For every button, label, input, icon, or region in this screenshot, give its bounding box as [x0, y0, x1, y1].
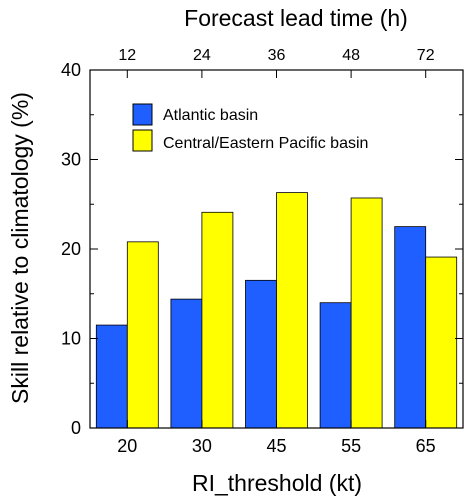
- plot-frame: [89, 69, 464, 429]
- y-tick-label: 20: [61, 239, 81, 259]
- bar-atlantic-65: [394, 226, 427, 429]
- bar-atlantic-30: [170, 298, 203, 429]
- y-axis-title: Skill relative to climatology (%): [7, 92, 33, 404]
- bar-atlantic-45: [245, 279, 277, 429]
- bar-pacific-55: [350, 197, 383, 429]
- bar-pacific-20: [126, 241, 159, 429]
- y-tick-label: 0: [71, 418, 81, 438]
- bar-atlantic-20: [95, 324, 128, 429]
- bar-pacific-65: [425, 256, 458, 429]
- bar-pacific-45: [276, 192, 308, 429]
- legend-swatch-pacific: [132, 129, 153, 152]
- x-axis-title: RI_threshold (kt): [192, 470, 362, 496]
- top-tick-label: 72: [417, 47, 435, 64]
- x-tick-label: 20: [117, 436, 137, 456]
- legend-label-atlantic: Atlantic basin: [163, 107, 258, 124]
- y-tick-label: 10: [61, 329, 81, 349]
- bars-group: [95, 192, 458, 429]
- top-axis-title: Forecast lead time (h): [184, 5, 408, 31]
- bar-atlantic-55: [319, 302, 352, 429]
- x-tick-label: 55: [341, 436, 361, 456]
- top-tick-label: 24: [193, 47, 211, 64]
- legend-label-pacific: Central/Eastern Pacific basin: [163, 135, 368, 152]
- top-tick-label: 36: [268, 47, 286, 64]
- bar-pacific-30: [201, 211, 234, 429]
- legend: Atlantic basin Central/Eastern Pacific b…: [132, 103, 368, 152]
- top-tick-label: 48: [342, 47, 360, 64]
- x-tick-label: 45: [266, 436, 286, 456]
- x-tick-label: 65: [416, 436, 436, 456]
- legend-swatch-atlantic: [132, 103, 153, 126]
- top-tick-label: 12: [118, 47, 136, 64]
- x-tick-label: 30: [192, 436, 212, 456]
- y-tick-label: 40: [61, 60, 81, 80]
- ticks-group: 0 10 20 30 40 20 12 30 24 45 36 55 48 65 72: [61, 47, 463, 456]
- y-tick-label: 30: [61, 150, 81, 170]
